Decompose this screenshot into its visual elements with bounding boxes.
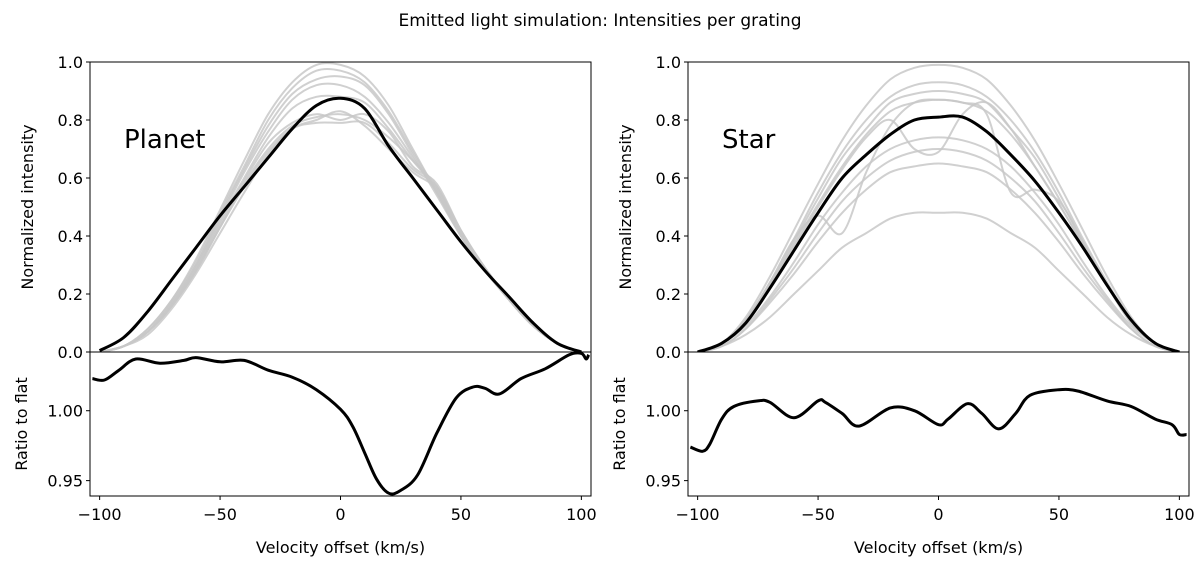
y-tick-label: 0.0	[656, 343, 681, 362]
grating-line	[697, 162, 1180, 352]
x-tick-label: 50	[451, 505, 471, 524]
y-tick-label: 0.8	[656, 111, 681, 130]
x-axis-label: Velocity offset (km/s)	[854, 538, 1023, 557]
y-tick-label: 0.95	[47, 472, 83, 491]
y-axis-label-top: Normalized intensity	[18, 124, 37, 289]
y-tick-label: 0.8	[58, 111, 83, 130]
grating-lines	[697, 63, 1180, 352]
grating-line	[697, 63, 1180, 352]
grating-line	[697, 211, 1180, 352]
panel-star: 0.0 0.2 0.4 0.6 0.8 1.0 0.95 1.00 −100 −50 0 50 100 V…	[610, 53, 1195, 557]
x-axis-label: Velocity offset (km/s)	[256, 538, 425, 557]
x-tick-label: 0	[933, 505, 943, 524]
y-tick-label: 1.0	[58, 53, 83, 72]
y-axis-label-bottom: Ratio to flat	[12, 377, 31, 470]
panel-planet: 0.0 0.2 0.4 0.6 0.8 1.0 0.95 1.00 −100 −50 0 50 100 V…	[12, 53, 597, 557]
y-tick-label: 0.95	[645, 472, 681, 491]
y-axis-label-top: Normalized intensity	[616, 124, 635, 289]
grating-line	[99, 75, 582, 352]
bottom-axes-frame	[89, 351, 592, 497]
y-tick-label: 0.6	[58, 169, 83, 188]
grating-line	[697, 81, 1180, 352]
panel-label: Planet	[124, 125, 206, 155]
ratio-line	[92, 352, 590, 496]
y-tick-label: 0.0	[58, 343, 83, 362]
x-tick-label: 0	[335, 505, 345, 524]
grating-line	[697, 136, 1180, 352]
grating-line	[99, 120, 582, 352]
x-tick-label: −100	[78, 505, 122, 524]
y-tick-label: 1.00	[47, 402, 83, 421]
x-tick-label: −50	[801, 505, 835, 524]
grating-line	[697, 147, 1180, 352]
ratio-line	[689, 387, 1187, 453]
y-tick-label: 0.4	[58, 227, 83, 246]
figure-title: Emitted light simulation: Intensities pe…	[398, 11, 801, 31]
panel-label: Star	[722, 125, 776, 155]
x-tick-label: 100	[566, 505, 597, 524]
grating-lines	[99, 62, 582, 352]
y-tick-label: 0.2	[58, 285, 83, 304]
mean-intensity-line	[98, 96, 582, 352]
x-tick-label: 50	[1049, 505, 1069, 524]
y-tick-label: 1.00	[645, 402, 681, 421]
x-tick-label: −50	[203, 505, 237, 524]
x-tick-label: 100	[1164, 505, 1195, 524]
y-tick-label: 0.6	[656, 169, 681, 188]
mean-intensity-line	[697, 114, 1180, 352]
x-tick-label: −100	[676, 505, 720, 524]
y-axis-label-bottom: Ratio to flat	[610, 377, 629, 470]
y-tick-label: 0.2	[656, 285, 681, 304]
y-tick-label: 1.0	[656, 53, 681, 72]
y-tick-label: 0.4	[656, 227, 681, 246]
